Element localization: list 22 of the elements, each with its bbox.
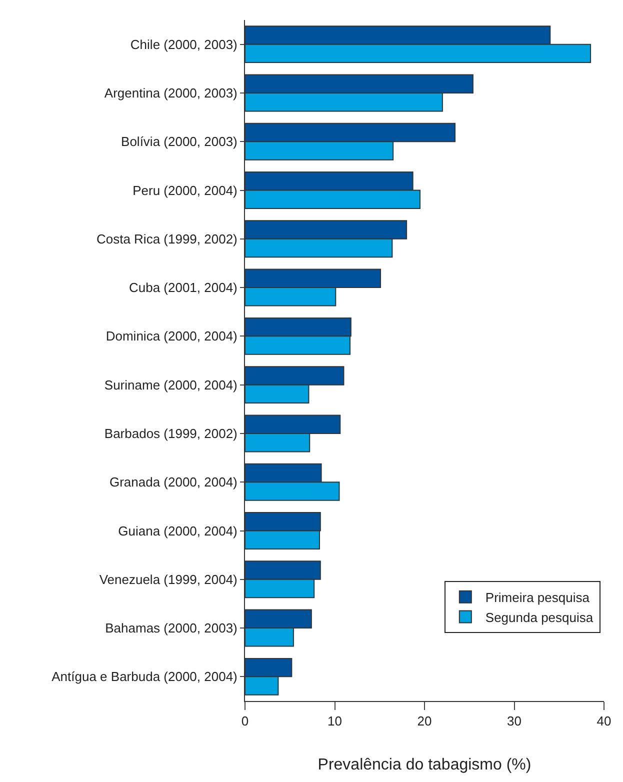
- y-tick-label: Chile (2000, 2003): [130, 36, 238, 52]
- x-axis-title: Prevalência do tabagismo (%): [318, 756, 532, 774]
- x-tick-label: 0: [241, 714, 249, 729]
- y-tick-label: Suriname (2000, 2004): [104, 377, 238, 392]
- y-tick-label: Venezuela (1999, 2004): [99, 572, 238, 587]
- y-tick-label: Bolívia (2000, 2003): [121, 134, 238, 150]
- y-tick-label: Guiana (2000, 2004): [118, 523, 238, 538]
- y-tick-label: Cuba (2001, 2004): [128, 280, 238, 296]
- y-tick-label: Barbados (1999, 2002): [104, 426, 238, 442]
- x-tick-label: 20: [417, 714, 432, 729]
- x-tick-label: 40: [596, 714, 612, 729]
- y-tick-label: Granada (2000, 2004): [109, 474, 238, 490]
- y-tick-label: Dominica (2000, 2004): [106, 328, 238, 344]
- y-tick-label: Argentina (2000, 2003): [104, 86, 238, 101]
- y-tick-label: Antígua e Barbuda (2000, 2004): [52, 669, 238, 684]
- x-tick-label: 30: [507, 714, 522, 729]
- y-tick-label: Costa Rica (1999, 2002): [96, 231, 238, 246]
- x-tick-label: 10: [328, 714, 342, 729]
- y-tick-label: Bahamas (2000, 2003): [105, 620, 238, 636]
- legend-label: Primeira pesquisa: [485, 590, 590, 605]
- y-tick-label: Peru (2000, 2004): [132, 182, 238, 198]
- legend-label: Segunda pesquisa: [485, 610, 594, 625]
